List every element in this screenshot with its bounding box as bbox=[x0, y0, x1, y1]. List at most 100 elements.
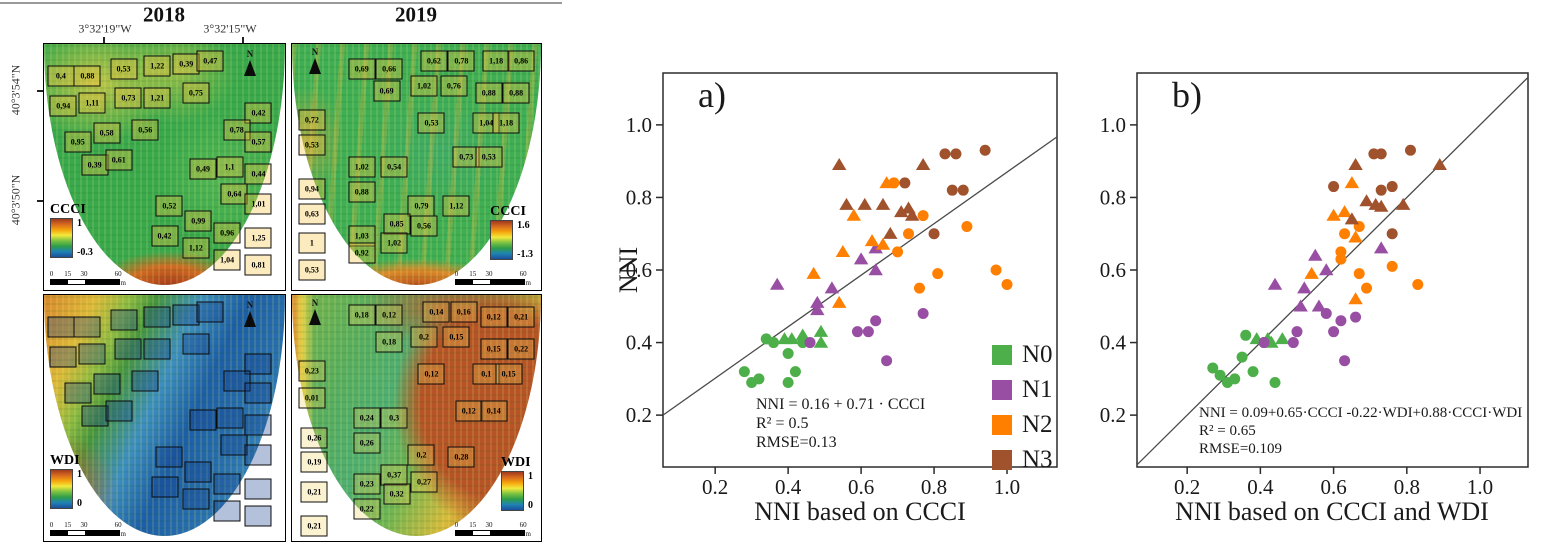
map-raster-wdi-2018 bbox=[44, 295, 285, 537]
map-plot-box: 0,15 bbox=[442, 326, 470, 348]
data-point-circle-N2 bbox=[1001, 279, 1013, 291]
map-legend-ccci-2019: CCCI 1.6 -1.3 bbox=[490, 204, 533, 260]
data-point-triangle-N1 bbox=[1267, 277, 1283, 290]
map-plot-box: 0,22 bbox=[353, 498, 381, 520]
data-point-circle-N3 bbox=[939, 148, 951, 160]
legend-min: -0.3 bbox=[77, 247, 93, 258]
legend-max: 1 bbox=[77, 469, 82, 480]
map-plot-box: 0,16 bbox=[450, 301, 478, 323]
map-plot-box: 0,88 bbox=[348, 181, 376, 203]
map-plot-box: 0,15 bbox=[495, 363, 523, 385]
data-point-circle-N3 bbox=[957, 184, 969, 196]
y-tick-label: 0.4 bbox=[1100, 331, 1127, 355]
latitude-tick bbox=[37, 200, 43, 202]
data-point-triangle-N1 bbox=[769, 277, 785, 290]
legend-swatch-N2 bbox=[992, 415, 1012, 435]
map-plot-box bbox=[182, 488, 210, 510]
map-plot-box: 0,23 bbox=[298, 360, 326, 382]
map-plot-box bbox=[93, 373, 121, 395]
map-plot-box: 0,63 bbox=[298, 203, 326, 225]
scale-bar-rule bbox=[50, 279, 120, 285]
map-plot-box: 0,56 bbox=[410, 215, 438, 237]
data-point-triangle-N3 bbox=[883, 226, 898, 239]
data-point-circle-N0 bbox=[782, 376, 794, 388]
raster-texture bbox=[44, 295, 285, 537]
data-point-triangle-N1 bbox=[1297, 281, 1312, 294]
map-plot-box bbox=[78, 343, 106, 365]
x-tick-label: 0.6 bbox=[848, 475, 874, 499]
data-point-circle-N2 bbox=[1339, 228, 1351, 240]
legend-title: WDI bbox=[501, 455, 531, 470]
data-point-triangle-N1 bbox=[1373, 241, 1389, 254]
map-plot-box: 0,15 bbox=[480, 338, 508, 360]
x-tick-label: 1.0 bbox=[994, 475, 1020, 499]
data-point-circle-N3 bbox=[1328, 181, 1340, 193]
map-plot-box bbox=[64, 382, 92, 404]
data-point-circle-N0 bbox=[1269, 376, 1281, 388]
map-plot-box: 1,02 bbox=[348, 156, 376, 178]
map-plot-box bbox=[49, 346, 77, 367]
raster-texture bbox=[44, 44, 285, 286]
north-arrow: N bbox=[241, 301, 259, 327]
legend-label-N0: N0 bbox=[1022, 341, 1053, 368]
scale-bar-rule bbox=[50, 530, 120, 536]
data-point-triangle-N1 bbox=[868, 241, 883, 254]
map-plot-box: 1,03 bbox=[348, 225, 376, 247]
map-plot-box bbox=[110, 309, 138, 331]
map-plot-box: 0,69 bbox=[348, 58, 376, 80]
data-point-triangle-N3 bbox=[839, 197, 854, 210]
legend-label-N3: N3 bbox=[1022, 446, 1053, 473]
legend-min: 0 bbox=[528, 500, 533, 511]
y-axis-label: NNI bbox=[614, 247, 643, 293]
map-plot-box: 0,88 bbox=[502, 82, 530, 104]
legend-title: WDI bbox=[50, 453, 80, 468]
data-point-triangle-N3 bbox=[1348, 157, 1363, 170]
map-plot-box: 0,75 bbox=[182, 82, 210, 104]
colorbar bbox=[50, 218, 73, 258]
map-plot-box bbox=[244, 478, 272, 500]
map-plot-box: 0,12 bbox=[455, 400, 483, 422]
legend-title: CCCI bbox=[50, 202, 86, 217]
map-legend-ccci-2018: CCCI 1 -0.3 bbox=[50, 202, 93, 258]
map-raster-ccci-2018 bbox=[44, 44, 285, 286]
map-plot-box bbox=[143, 306, 171, 328]
map-legend-wdi-2019: WDI 1 0 bbox=[501, 455, 533, 511]
data-point-circle-N1 bbox=[1287, 337, 1299, 349]
map-plot-box: 0,53 bbox=[417, 112, 445, 134]
y-tick-label: 0.8 bbox=[626, 185, 652, 209]
map-plot-box: 0,4 bbox=[47, 65, 75, 87]
data-point-circle-N1 bbox=[881, 355, 893, 367]
map-plot-box: 0,95 bbox=[64, 131, 92, 153]
data-point-triangle-N1 bbox=[1311, 299, 1327, 312]
data-point-circle-N0 bbox=[738, 366, 750, 378]
map-plot-box: 0,01 bbox=[298, 387, 326, 409]
map-plot-box: 1,04 bbox=[213, 249, 241, 271]
map-plot-box bbox=[244, 505, 272, 527]
y-tick-label: 1.0 bbox=[626, 113, 652, 137]
scale-bar: 0 15 30 60 m bbox=[49, 270, 126, 287]
legend-max: 1 bbox=[528, 471, 533, 482]
map-plot-box bbox=[244, 353, 272, 375]
map-plot-box bbox=[196, 301, 224, 323]
data-point-triangle-N3 bbox=[1395, 197, 1411, 210]
map-plot-box: 0,96 bbox=[213, 222, 241, 244]
data-point-circle-N2 bbox=[1353, 268, 1365, 280]
data-point-circle-N1 bbox=[870, 315, 882, 327]
map-panel-wdi-2019: 0,18 0,12 0,14 0,16 0,12 0,21 0,18 0,2 0,15 0,15 0… bbox=[291, 294, 542, 542]
map-plot-box: 0,88 bbox=[73, 65, 101, 87]
latitude-tick bbox=[37, 90, 43, 92]
map-plot-box bbox=[244, 382, 272, 404]
map-plot-box: 0,12 bbox=[417, 363, 445, 385]
data-point-triangle-N0 bbox=[1275, 332, 1290, 345]
map-plot-box: 1,18 bbox=[492, 112, 520, 134]
map-plot-box: 0,39 bbox=[81, 154, 109, 176]
scale-bar-rule bbox=[455, 279, 525, 285]
map-plot-box: 0,14 bbox=[480, 400, 508, 422]
data-point-circle-N2 bbox=[1335, 253, 1347, 265]
map-plot-box: 0,72 bbox=[298, 109, 326, 131]
map-plot-box bbox=[143, 338, 171, 360]
colorbar bbox=[490, 220, 514, 260]
map-plot-box: 0,14 bbox=[422, 301, 450, 323]
data-point-triangle-N0 bbox=[813, 324, 829, 337]
x-tick-label: 0.4 bbox=[775, 475, 802, 499]
